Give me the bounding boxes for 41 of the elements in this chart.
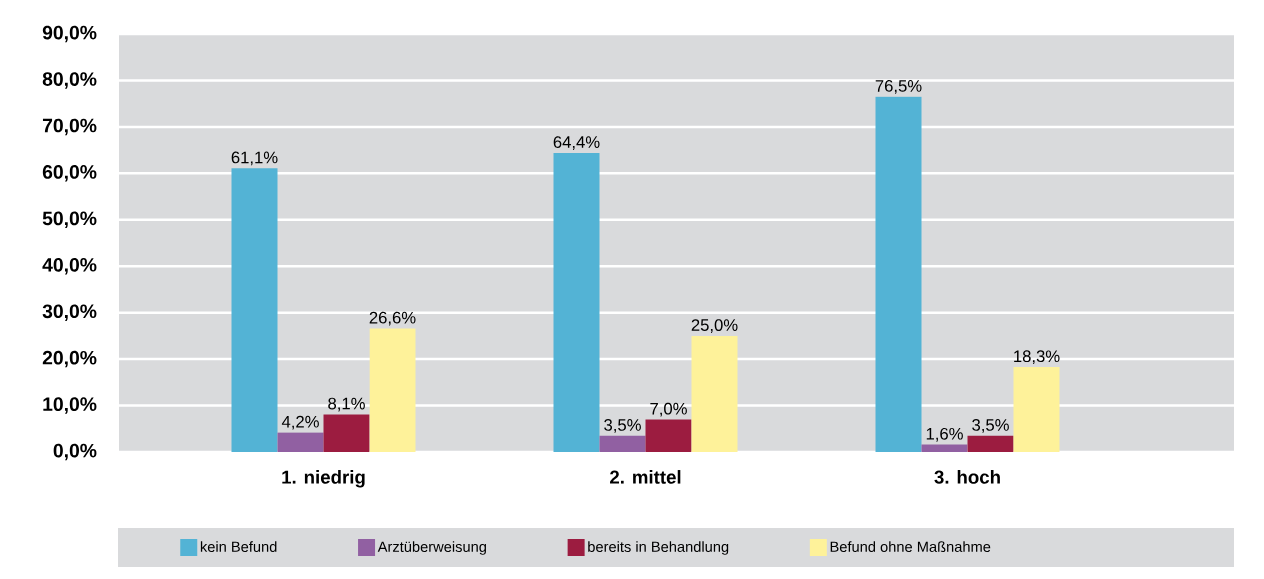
data-label: 1,6% [926,427,963,442]
y-tick-label: 80,0% [42,72,97,89]
bar [645,419,692,452]
y-tick-label: 90,0% [42,25,97,43]
legend-label: kein Befund [200,541,277,552]
data-label: 76,5% [875,80,922,94]
bar [553,152,600,452]
data-label: 7,0% [650,402,687,417]
x-tick-label: 2. mittel [610,470,681,484]
bar [967,435,1014,452]
bar [323,414,370,452]
data-label: 3,5% [972,419,1009,433]
bar [599,435,646,452]
data-label: 8,1% [328,397,365,412]
bar [231,168,278,452]
data-label: 26,6% [369,311,416,326]
bar [369,328,416,452]
y-tick-label: 0,0% [53,443,97,461]
y-tick-label: 20,0% [42,350,97,368]
bar [1013,367,1060,452]
legend-label: Arztüberweisung [377,541,486,555]
legend-label: Befund ohne Maßnahme [830,541,991,552]
bar [875,96,922,452]
y-tick-label: 60,0% [42,165,97,182]
data-label: 4,2% [281,415,319,430]
y-tick-label: 10,0% [43,397,97,414]
data-label: 3,5% [604,419,641,433]
bar [277,432,324,452]
x-tick-label: 1. niedrig [282,470,365,488]
bar [691,335,738,452]
data-label: 25,0% [691,319,738,333]
data-label: 61,1% [231,151,278,166]
y-tick-label: 30,0% [42,304,97,321]
x-tick-label: 3. hoch [934,470,1000,484]
legend-label: bereits in Behandlung [588,541,729,555]
data-label: 18,3% [1014,350,1060,365]
y-tick-label: 40,0% [42,257,97,275]
y-tick-label: 70,0% [42,118,97,136]
data-label: 64,4% [553,136,600,150]
bar [921,444,968,452]
y-tick-label: 50,0% [42,211,97,229]
